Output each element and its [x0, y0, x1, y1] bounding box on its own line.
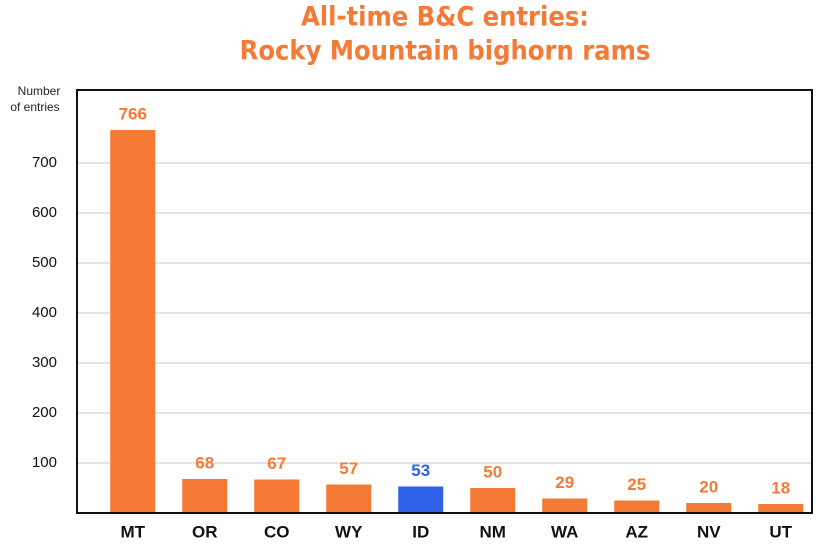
data-label: 18: [771, 478, 790, 497]
data-label: 25: [627, 475, 646, 494]
data-label: 29: [555, 473, 574, 492]
bar: [110, 130, 156, 513]
data-label: 20: [699, 477, 718, 496]
bar: [254, 479, 300, 513]
y-tick-label: 500: [32, 254, 57, 271]
y-tick-label: 100: [32, 454, 57, 471]
data-label: 50: [483, 462, 502, 481]
bar: [182, 479, 228, 513]
x-tick-label: CO: [264, 522, 290, 541]
bar: [398, 486, 444, 513]
bar: [470, 488, 516, 513]
y-tick-label: 700: [32, 154, 57, 171]
bar: [686, 503, 732, 513]
bar: [542, 498, 588, 513]
data-label: 57: [339, 459, 358, 478]
data-label: 766: [119, 104, 147, 123]
x-tick-label: NV: [697, 522, 721, 541]
bar: [326, 484, 372, 513]
bar: [614, 500, 660, 513]
chart-title: All-time B&C entries:: [301, 2, 589, 33]
x-tick-label: WA: [551, 522, 578, 541]
bar: [758, 504, 804, 513]
x-tick-label: MT: [120, 522, 145, 541]
chart-title: Rocky Mountain bighorn rams: [240, 36, 651, 67]
x-tick-label: ID: [412, 522, 429, 541]
y-tick-label: 300: [32, 354, 57, 371]
y-tick-label: 200: [32, 404, 57, 421]
y-axis-label: Number: [18, 84, 61, 98]
y-tick-label: 400: [32, 304, 57, 321]
data-label: 67: [267, 454, 286, 473]
x-tick-label: OR: [192, 522, 218, 541]
y-axis-label: of entries: [10, 100, 59, 114]
x-tick-label: NM: [480, 522, 506, 541]
x-tick-label: WY: [335, 522, 363, 541]
plot-frame: [76, 89, 813, 514]
data-label: 68: [195, 453, 214, 472]
x-tick-label: AZ: [625, 522, 648, 541]
y-tick-label: 600: [32, 204, 57, 221]
data-label: 53: [411, 461, 430, 480]
x-tick-label: UT: [769, 522, 792, 541]
